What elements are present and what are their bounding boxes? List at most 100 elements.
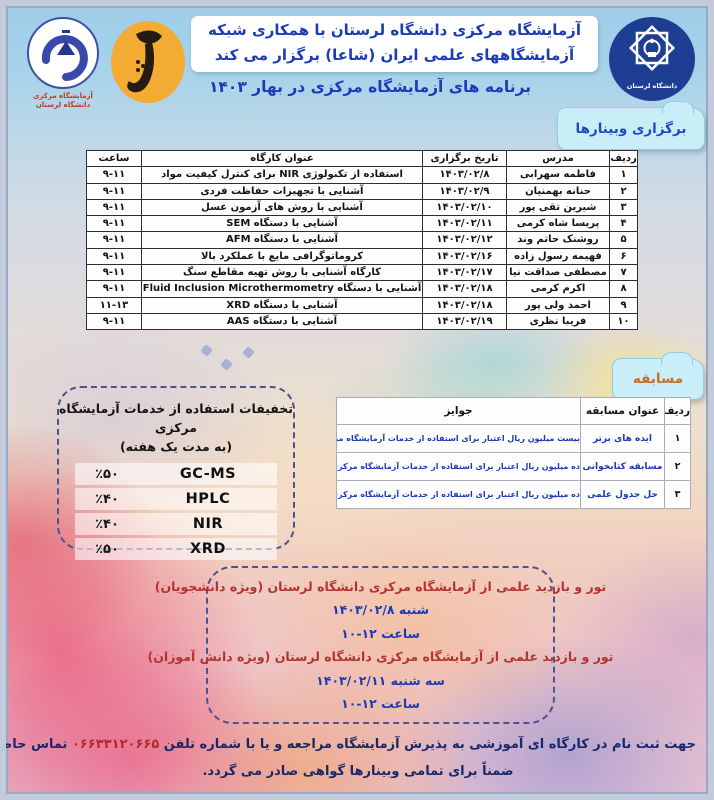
table-row: ۴ پریسا شاه کرمی ۱۴۰۳/۰۲/۱۱ آشنایی با دس… — [86, 215, 638, 233]
cell-instructor: فریبا نظری — [506, 312, 610, 331]
shaa-network-logo-icon — [110, 20, 186, 105]
university-logo-caption: دانشگاه لرستان — [626, 82, 678, 90]
cell-no: ۱۰ — [609, 312, 638, 331]
cell-no: ۳ — [664, 480, 691, 509]
discount-percent: ٪۵۰ — [95, 541, 119, 557]
university-logo-icon: دانشگاه لرستان — [608, 16, 696, 102]
cell-date: ۱۴۰۳/۰۲/۱۸ — [422, 280, 507, 298]
student-tour-time: ساعت ۱۰-۱۲ — [341, 625, 420, 641]
instrument-name: HPLC — [185, 491, 231, 507]
phone-number: ۰۶۶۳۳۱۲۰۶۶۵ — [71, 737, 160, 752]
table-row: ۳ شیرین تقی پور ۱۴۰۳/۰۲/۱۰ آشنایی با روش… — [86, 198, 638, 217]
title-line1: آزمایشگاه مرکزی دانشگاه لرستان با همکاری… — [208, 21, 581, 39]
cell-time: ۹-۱۱ — [86, 182, 142, 200]
cell-instructor: احمد ولی پور — [506, 296, 610, 314]
cell-no: ۲ — [609, 182, 638, 200]
webinars-header-row: ردیف مدرس تاریخ برگزاری عنوان کارگاه ساع… — [86, 149, 638, 168]
cell-date: ۱۴۰۳/۰۲/۹ — [422, 182, 507, 200]
cell-date: ۱۴۰۳/۰۲/۱۲ — [422, 231, 507, 249]
poster-title: آزمایشگاه مرکزی دانشگاه لرستان با همکاری… — [191, 16, 598, 72]
table-row: ۲ حنانه بهمنیان ۱۴۰۳/۰۲/۹ آشنایی با تجهی… — [86, 182, 638, 200]
cell-time: ۹-۱۱ — [86, 264, 142, 282]
student-tour-date: شنبه ۱۴۰۳/۰۲/۸ — [332, 602, 429, 617]
cell-date: ۱۴۰۳/۰۲/۱۰ — [422, 198, 507, 217]
cell-title: استفاده از تکنولوژی NIR برای کنترل کیفیت… — [141, 166, 423, 184]
competition-section-label: مسابقه — [612, 352, 704, 400]
cell-instructor: فاطمه سهرابی — [506, 166, 610, 184]
cell-title: آشنایی با دستگاه XRD — [141, 296, 423, 314]
instrument-name: XRD — [190, 541, 226, 557]
registration-note: جهت ثبت نام در کارگاه ای آموزشی به پذیرش… — [0, 737, 696, 752]
cell-time: ۹-۱۱ — [86, 231, 142, 249]
cell-instructor: شیرین تقی پور — [506, 198, 610, 217]
cell-title: آشنایی با دستگاه AAS — [141, 312, 423, 331]
list-item: ٪۴۰ HPLC — [75, 488, 277, 510]
cell-instructor: روشنک حاتم وند — [506, 231, 610, 249]
cell-date: ۱۴۰۳/۰۲/۱۶ — [422, 247, 507, 266]
table-row: ۸ اکرم کرمی ۱۴۰۳/۰۲/۱۸ آشنایی با دستگاه … — [86, 280, 638, 298]
student-tour-title: تور و بازدید علمی از آزمایشگاه مرکزی دان… — [154, 578, 607, 594]
cell-title: آشنایی با دستگاه AFM — [141, 231, 423, 249]
cell-title: آشنایی با دستگاه Fluid Inclusion Microth… — [141, 280, 423, 298]
cell-competition-title: ایده های برتر — [580, 424, 665, 453]
col-header-title: عنوان کارگاه — [141, 149, 423, 168]
list-item: ٪۴۰ NIR — [75, 513, 277, 535]
cell-instructor: پریسا شاه کرمی — [506, 215, 610, 233]
cell-no: ۲ — [664, 452, 691, 481]
table-row: ۵ روشنک حاتم وند ۱۴۰۳/۰۲/۱۲ آشنایی با دس… — [86, 231, 638, 249]
cell-time: ۹-۱۱ — [86, 215, 142, 233]
title-line2: آزمایشگاههای علمی ایران (شاعا) برگزار می… — [214, 46, 575, 64]
webinars-section-label: برگزاری وبینارها — [557, 101, 705, 150]
discount-percent: ٪۵۰ — [95, 466, 119, 482]
confetti-shape — [220, 358, 233, 371]
cell-title: آشنایی با دستگاه SEM — [141, 215, 423, 233]
footer-note: جهت ثبت نام در کارگاه ای آموزشی به پذیرش… — [0, 731, 696, 785]
cell-prize: ده میلیون ریال اعتبار برای استفاده از خد… — [336, 452, 581, 481]
cell-date: ۱۴۰۳/۰۲/۱۹ — [422, 312, 507, 331]
cell-time: ۱۱-۱۳ — [86, 296, 142, 314]
cell-prize: ده میلیون ریال اعتبار برای استفاده از خد… — [336, 480, 581, 509]
col-header-prize: جوایز — [336, 397, 581, 425]
cell-time: ۹-۱۱ — [86, 198, 142, 217]
cell-date: ۱۴۰۳/۰۲/۱۷ — [422, 264, 507, 282]
discounts-title: تخفیفات استفاده از خدمات آزمایشگاه مرکزی… — [59, 401, 293, 454]
cell-title: کروماتوگرافی مایع با عملکرد بالا — [141, 247, 423, 266]
cell-instructor: اکرم کرمی — [506, 280, 610, 298]
cell-no: ۱ — [664, 424, 691, 453]
list-item: ٪۵۰ GC-MS — [75, 463, 277, 485]
cell-no: ۶ — [609, 247, 638, 266]
cell-time: ۹-۱۱ — [86, 312, 142, 331]
col-header-no: ردیف — [609, 149, 638, 168]
cell-title: آشنایی با تجهیزات حفاظت فردی — [141, 182, 423, 200]
table-row: ۹ احمد ولی پور ۱۴۰۳/۰۲/۱۸ آشنایی با دستگ… — [86, 296, 638, 314]
col-header-instructor: مدرس — [506, 149, 610, 168]
cell-time: ۹-۱۱ — [86, 280, 142, 298]
cell-no: ۱ — [609, 166, 638, 184]
col-header-competition-title: عنوان مسابقه — [580, 397, 665, 425]
cell-no: ۴ — [609, 215, 638, 233]
table-row: ۲ مسابقه کتابخوانی ده میلیون ریال اعتبار… — [336, 452, 691, 481]
competition-header-row: ردیف عنوان مسابقه جوایز — [336, 397, 691, 425]
central-lab-logo-caption: آزمایشگاه مرکزی دانشگاه لرستان — [33, 92, 93, 109]
cell-no: ۷ — [609, 264, 638, 282]
central-lab-logo-icon: آزمایشگاه مرکزی دانشگاه لرستان — [20, 16, 106, 110]
cell-instructor: فهیمه رسول زاده — [506, 247, 610, 266]
cell-time: ۹-۱۱ — [86, 166, 142, 184]
tours-box: تور و بازدید علمی از آزمایشگاه مرکزی دان… — [148, 566, 613, 724]
cell-no: ۵ — [609, 231, 638, 249]
table-row: ۱ ایده های برتر بیست میلیون ریال اعتبار … — [336, 424, 691, 453]
cell-date: ۱۴۰۳/۰۲/۸ — [422, 166, 507, 184]
col-header-time: ساعت — [86, 149, 142, 168]
cell-title: آشنایی با روش های آزمون عسل — [141, 198, 423, 217]
cell-instructor: مصطفی صداقت نیا — [506, 264, 610, 282]
col-header-no: ردیف — [664, 397, 691, 425]
cell-date: ۱۴۰۳/۰۲/۱۱ — [422, 215, 507, 233]
confetti-shape — [200, 344, 213, 357]
school-tour-date: سه شنبه ۱۴۰۳/۰۲/۱۱ — [316, 672, 445, 688]
cell-no: ۳ — [609, 198, 638, 217]
instrument-name: GC-MS — [179, 466, 237, 482]
table-row: ۱ فاطمه سهرابی ۱۴۰۳/۰۲/۸ استفاده از تکنو… — [86, 166, 638, 184]
competition-table: ردیف عنوان مسابقه جوایز ۱ ایده های برتر … — [336, 397, 691, 509]
cell-date: ۱۴۰۳/۰۲/۱۸ — [422, 296, 507, 314]
